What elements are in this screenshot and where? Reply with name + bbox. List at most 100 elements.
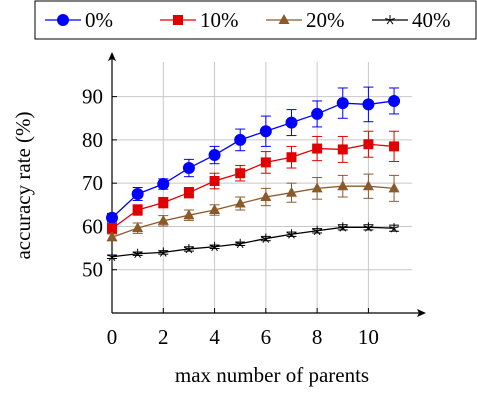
legend-label: 40% [412,8,451,32]
data-point [106,211,118,224]
marker-stroke [291,232,297,235]
marker-stroke [240,241,246,245]
marker-stroke [316,228,323,232]
series-3 [106,173,400,242]
marker-stroke [342,225,348,228]
x-tick-label: 8 [312,325,323,349]
x-tick-label: 10 [358,325,379,349]
marker-shape [157,178,170,191]
data-point [286,152,297,163]
marker-stroke [159,252,164,257]
legend-label: 20% [306,8,345,32]
marker-stroke [316,230,321,236]
marker-stroke [339,227,344,232]
data-point [107,251,117,262]
y-tick-label: 50 [82,258,103,282]
data-point [337,222,348,232]
marker-shape [209,176,220,187]
marker-stroke [185,248,190,254]
marker-stroke [286,232,292,235]
marker-shape [106,231,118,242]
data-point [337,144,348,155]
marker-stroke [312,228,318,232]
marker-shape [312,143,323,154]
series-group [106,86,401,262]
marker-stroke [262,238,267,243]
data-point [209,204,221,215]
legend-label: 10% [200,8,239,32]
data-point [235,168,246,179]
data-point [208,149,221,162]
data-point [209,241,220,252]
marker-stroke [214,244,220,248]
marker-shape [311,182,323,193]
x-tick-label: 6 [261,325,272,349]
data-point [132,222,144,233]
marker-stroke [134,253,139,259]
data-point [183,209,195,220]
data-point [234,133,247,146]
marker-stroke [163,250,169,253]
marker-shape [57,14,69,26]
marker-stroke [288,233,292,239]
axes [108,52,426,317]
marker-shape [183,209,195,220]
marker-stroke [158,250,164,253]
data-point [363,139,374,150]
marker-stroke [265,238,270,243]
y-tick-label: 70 [82,171,103,195]
series-1 [106,86,401,224]
marker-shape [362,98,375,111]
data-point [389,223,399,233]
marker-stroke [188,246,194,250]
marker-stroke [235,241,241,245]
marker-shape [362,180,374,191]
marker-shape [337,144,348,155]
series-2 [107,130,400,235]
data-point [260,233,271,243]
marker-shape [311,107,324,120]
data-point [183,187,194,198]
legend-label: 0% [85,8,113,32]
data-point [157,214,169,225]
marker-stroke [337,225,343,228]
marker-shape [260,191,272,202]
x-tick-label: 2 [158,325,169,349]
data-point [132,205,143,216]
tick-labels: 0 2 4 6 8 10 50 60 70 80 90 [82,85,379,349]
legend-marker [385,15,395,25]
marker-stroke [239,243,244,249]
data-point [363,222,374,232]
data-point [336,97,349,110]
marker-shape [208,149,221,162]
marker-shape [278,14,290,24]
marker-shape [173,15,183,25]
marker-shape [158,197,169,208]
marker-shape [388,182,400,193]
data-point [182,162,195,175]
data-point [311,107,324,120]
x-tick-label: 4 [209,325,220,349]
data-point [184,243,194,254]
marker-stroke [368,225,374,228]
y-axis-title: accuracy rate (%) [11,111,35,259]
data-point [158,247,169,257]
marker-stroke [393,226,399,229]
data-point [260,157,271,168]
data-point [388,94,401,107]
marker-stroke [365,227,369,232]
marker-stroke [137,253,141,259]
marker-stroke [211,246,215,252]
data-point [107,223,117,234]
marker-shape [131,187,144,200]
marker-stroke [265,236,271,240]
marker-stroke [260,236,267,240]
marker-stroke [111,256,116,262]
legend-marker [173,15,183,25]
marker-stroke [236,243,241,249]
marker-stroke [368,227,372,232]
marker-shape [234,197,246,208]
legend-marker [278,14,290,24]
marker-stroke [390,227,395,233]
y-tick-label: 90 [82,85,103,109]
